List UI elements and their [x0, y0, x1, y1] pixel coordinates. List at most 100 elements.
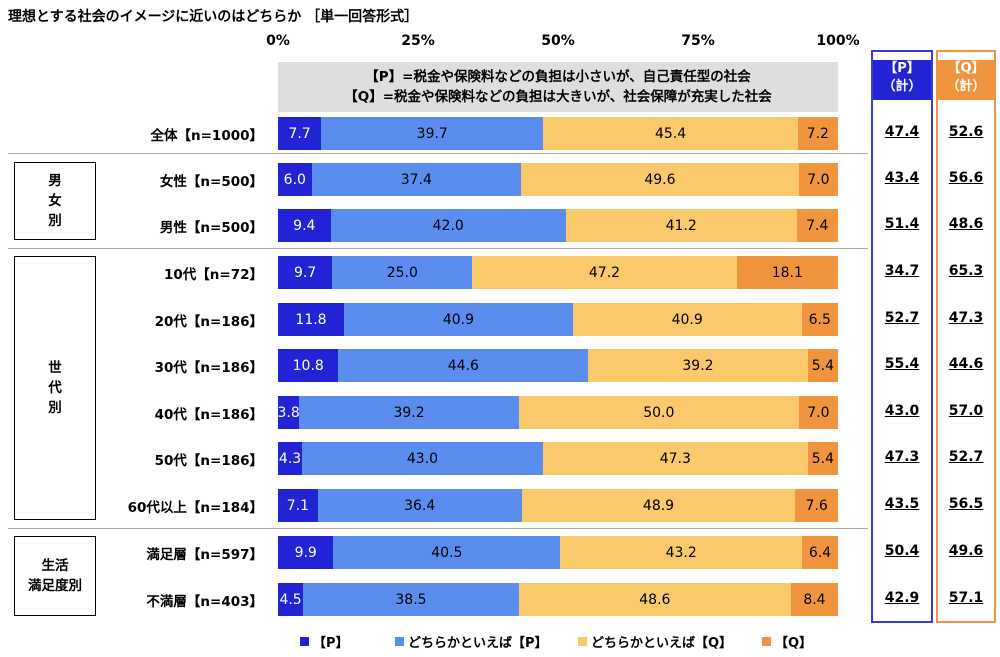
row-label: 女性【n=500】 — [159, 174, 263, 190]
bar-segment: 39.2 — [588, 349, 808, 382]
bar-segment: 7.0 — [798, 163, 838, 196]
bar-segment: 50.0 — [518, 396, 799, 429]
separator — [8, 528, 868, 529]
p-total-value: 34.7 — [884, 263, 920, 279]
bar-segment: 6.0 — [278, 163, 312, 196]
bar-segment: 49.6 — [521, 163, 799, 196]
bar-segment: 48.6 — [518, 583, 791, 616]
bar-segment: 40.9 — [572, 303, 802, 336]
bar-segment: 39.7 — [321, 117, 544, 150]
legend-swatch — [395, 637, 404, 646]
bar-segment: 3.8 — [278, 396, 300, 429]
axis-tick-label: 50% — [541, 33, 575, 49]
stacked-bar: 3.8 39.2 50.0 7.0 — [278, 396, 838, 429]
bar-segment: 4.3 — [278, 442, 303, 475]
bar-segment: 9.7 — [278, 256, 333, 289]
bar-segment: 43.2 — [560, 536, 803, 569]
bar-segment: 6.5 — [801, 303, 838, 336]
row-label: 男性【n=500】 — [159, 220, 263, 236]
stacked-bar: 4.3 43.0 47.3 5.4 — [278, 442, 838, 475]
bar-segment: 5.4 — [807, 442, 838, 475]
bar-segment: 10.8 — [278, 349, 339, 382]
q-total-frame — [936, 50, 996, 623]
legend-label: 【Q】 — [775, 636, 813, 651]
q-total-value: 47.3 — [948, 310, 984, 326]
q-total-value: 65.3 — [948, 263, 984, 279]
legend-item: どちらかといえば【P】 — [395, 632, 548, 651]
bar-segment: 7.6 — [795, 489, 838, 522]
q-total-value: 49.6 — [948, 543, 984, 559]
legend-label: どちらかといえば【Q】 — [591, 636, 733, 651]
bar-segment: 18.1 — [736, 256, 838, 289]
p-total-value: 42.9 — [884, 590, 920, 606]
bar-segment: 7.7 — [278, 117, 322, 150]
bar-segment: 45.4 — [543, 117, 798, 150]
p-total-value: 55.4 — [884, 356, 920, 372]
stacked-bar: 11.8 40.9 40.9 6.5 — [278, 303, 838, 336]
bar-segment: 9.4 — [278, 209, 331, 242]
row-label: 不満層【n=403】 — [146, 594, 263, 610]
group-gender: 男 女 別 — [14, 162, 96, 240]
separator — [8, 153, 868, 154]
legend-swatch — [578, 637, 587, 646]
q-total-header: 【Q】 （計） — [938, 60, 994, 100]
q-total-value: 44.6 — [948, 356, 984, 372]
p-total-value: 43.0 — [884, 403, 920, 419]
q-total-value: 52.7 — [948, 449, 984, 465]
row-label: 50代【n=186】 — [154, 453, 263, 469]
bar-segment: 4.5 — [278, 583, 304, 616]
legend-item: どちらかといえば【Q】 — [578, 632, 732, 651]
row-label: 30代【n=186】 — [154, 360, 263, 376]
axis-tick-label: 75% — [681, 33, 715, 49]
bar-segment: 7.2 — [797, 117, 838, 150]
group-satisfaction: 生活 満足度別 — [14, 536, 96, 616]
stacked-bar: 6.0 37.4 49.6 7.0 — [278, 163, 838, 196]
stacked-bar: 9.7 25.0 47.2 18.1 — [278, 256, 838, 289]
bar-segment: 40.5 — [333, 536, 561, 569]
q-total-value: 56.6 — [948, 170, 984, 186]
bar-segment: 7.0 — [798, 396, 838, 429]
bar-segment: 8.4 — [790, 583, 838, 616]
p-total-frame — [871, 50, 933, 623]
axis-tick-label: 25% — [401, 33, 435, 49]
stacked-bar: 9.9 40.5 43.2 6.4 — [278, 536, 838, 569]
bar-segment: 48.9 — [521, 489, 796, 522]
bar-segment: 36.4 — [317, 489, 522, 522]
p-total-header: 【P】 （計） — [873, 60, 931, 100]
row-label: 60代以上【n=184】 — [127, 500, 263, 516]
bar-segment: 41.2 — [565, 209, 797, 242]
bar-segment: 9.9 — [278, 536, 334, 569]
p-total-value: 43.5 — [884, 496, 920, 512]
bar-segment: 7.4 — [796, 209, 838, 242]
bar-segment: 37.4 — [311, 163, 522, 196]
group-age: 世 代 別 — [14, 256, 96, 520]
q-total-value: 48.6 — [948, 216, 984, 232]
q-total-value: 57.0 — [948, 403, 984, 419]
row-label: 10代【n=72】 — [164, 267, 263, 283]
p-total-value: 52.7 — [884, 310, 920, 326]
bar-segment: 42.0 — [330, 209, 566, 242]
p-total-value: 47.3 — [884, 449, 920, 465]
definition-p: 【P】=税金や保険料などの負担は小さいが、自己責任型の社会 — [365, 69, 751, 85]
definition-q: 【Q】=税金や保険料などの負担は大きいが、社会保障が充実した社会 — [344, 89, 772, 105]
separator — [8, 248, 868, 249]
chart-title: 理想とする社会のイメージに近いのはどちらか ［単一回答形式］ — [8, 9, 419, 25]
bar-segment: 43.0 — [302, 442, 543, 475]
stacked-bar: 10.8 44.6 39.2 5.4 — [278, 349, 838, 382]
bar-segment: 40.9 — [344, 303, 573, 336]
row-label: 満足層【n=597】 — [146, 547, 263, 563]
p-total-value: 43.4 — [884, 170, 920, 186]
bar-segment: 11.8 — [278, 303, 344, 336]
q-total-value: 52.6 — [948, 124, 984, 140]
bar-segment: 44.6 — [338, 349, 589, 382]
bar-segment: 5.4 — [807, 349, 838, 382]
bar-segment: 38.5 — [303, 583, 519, 616]
bar-segment: 6.4 — [802, 536, 838, 569]
q-total-value: 57.1 — [948, 590, 984, 606]
stacked-bar: 4.5 38.5 48.6 8.4 — [278, 583, 838, 616]
row-label: 40代【n=186】 — [154, 407, 263, 423]
legend-item: 【Q】 — [762, 632, 812, 651]
stacked-bar: 7.1 36.4 48.9 7.6 — [278, 489, 838, 522]
bar-segment: 25.0 — [332, 256, 473, 289]
q-total-value: 56.5 — [948, 496, 984, 512]
